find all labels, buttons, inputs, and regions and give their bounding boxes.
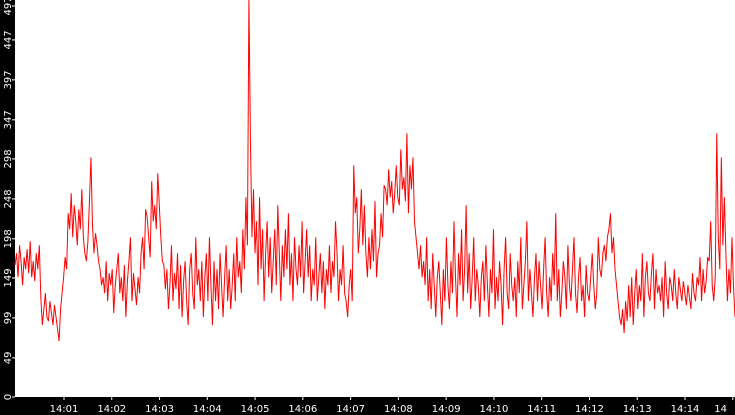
y-tick-label: 497 [3,0,14,16]
x-tick-label: 14:10 [480,404,509,415]
x-tick-label: 14:06 [288,404,317,415]
x-tick-label: 14:14 [671,404,700,415]
y-tick-label: 248 [3,189,14,208]
y-tick-label: 198 [3,229,14,248]
y-tick-label: 347 [3,110,14,129]
series-line [14,0,735,342]
x-tick-label: 14:04 [193,404,222,415]
y-axis: 0 49 99 149 198 248 298 347 397 447 497 [3,0,15,400]
x-tick-label: 14:03 [145,404,174,415]
x-tick-label: 14:12 [575,404,604,415]
y-tick-label: 49 [3,351,14,364]
x-tick-label: 14:01 [50,404,79,415]
y-tick-label: 298 [3,149,14,168]
x-axis: 14:01 14:02 14:03 14:04 14:05 14:06 14:07 14:08… [50,397,734,415]
y-tick-label: 397 [3,70,14,89]
y-tick-label: 447 [3,30,14,49]
x-tick-label: 14:09 [432,404,461,415]
plot-area [15,0,735,397]
x-tick-label: 14 [714,404,727,415]
y-tick-label: 149 [3,268,14,287]
x-tick-label: 14:07 [336,404,365,415]
x-tick-label: 14:11 [527,404,556,415]
x-tick-label: 14:08 [384,404,413,415]
y-tick-label: 0 [3,394,14,400]
x-tick-label: 14:02 [97,404,126,415]
x-tick-label: 14:05 [241,404,270,415]
x-tick-label: 14:13 [623,404,652,415]
y-tick-label: 99 [3,312,14,325]
